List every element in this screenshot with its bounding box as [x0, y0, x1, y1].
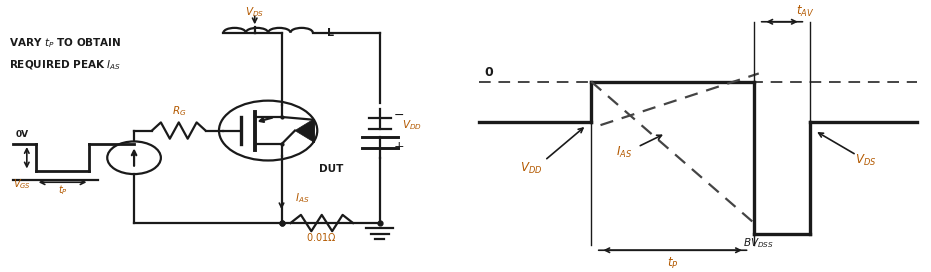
Text: $V_{DD}$: $V_{DD}$: [519, 161, 542, 176]
Text: $+$: $+$: [393, 140, 404, 153]
Text: $0.01\Omega$: $0.01\Omega$: [306, 231, 337, 243]
Text: $-$: $-$: [393, 108, 404, 121]
Text: 0: 0: [484, 66, 492, 79]
Text: $R_G$: $R_G$: [171, 105, 186, 118]
Text: L: L: [327, 28, 334, 38]
Text: 0V: 0V: [16, 130, 29, 139]
Text: $t_P$: $t_P$: [667, 256, 679, 271]
Text: DUT: DUT: [318, 164, 343, 174]
Text: $V_{DD}$: $V_{DD}$: [402, 118, 422, 132]
Text: $BV_{DSS}$: $BV_{DSS}$: [743, 237, 775, 251]
Text: $I_{AS}$: $I_{AS}$: [295, 192, 309, 205]
Text: $V_{DS}$: $V_{DS}$: [245, 5, 264, 19]
Text: REQUIRED PEAK $I_{AS}$: REQUIRED PEAK $I_{AS}$: [9, 58, 121, 72]
Text: $t_{AV}$: $t_{AV}$: [796, 4, 815, 19]
Polygon shape: [295, 120, 313, 141]
Text: $I_{AS}$: $I_{AS}$: [615, 145, 632, 160]
Text: $V_{GS}$: $V_{GS}$: [13, 177, 32, 191]
Text: $t_P$: $t_P$: [58, 184, 68, 197]
Text: $V_{DS}$: $V_{DS}$: [856, 153, 876, 168]
Text: VARY $t_P$ TO OBTAIN: VARY $t_P$ TO OBTAIN: [9, 37, 121, 50]
